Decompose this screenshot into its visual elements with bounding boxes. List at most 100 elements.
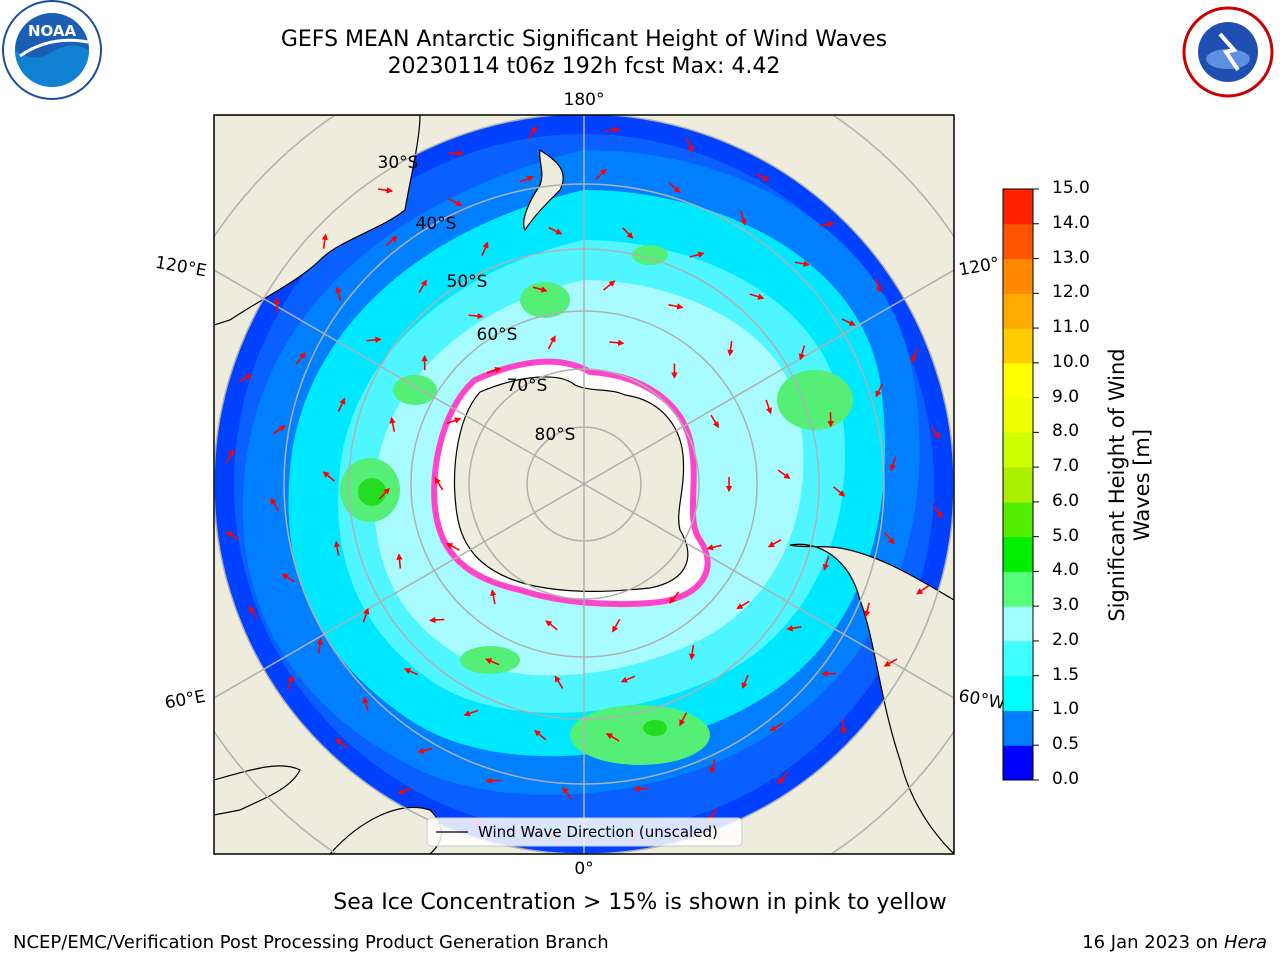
wave-direction-arrow xyxy=(911,348,919,363)
wave-direction-arrow xyxy=(403,668,419,676)
colorbar xyxy=(1002,188,1039,781)
colorbar-tick-label: 3.0 xyxy=(1052,595,1080,616)
wave-direction-arrow xyxy=(337,397,346,412)
wave-direction-arrow xyxy=(463,709,479,717)
colorbar-tick-label: 0.0 xyxy=(1052,769,1080,789)
wave-direction-arrow xyxy=(418,279,427,294)
colorbar-segment xyxy=(1003,467,1033,503)
wave-direction-arrow xyxy=(612,618,621,633)
wave-direction-arrow xyxy=(295,352,306,365)
lon-label-lower-left: 60°E xyxy=(163,687,207,714)
noaa-logo-text: NOAA xyxy=(28,22,77,40)
wave-direction-arrow xyxy=(389,416,396,432)
wave-direction-arrow xyxy=(281,573,295,583)
wave-direction-arrow xyxy=(709,758,716,774)
colorbar-segment xyxy=(1003,432,1033,468)
national-weather-service-logo xyxy=(1182,6,1274,98)
wave-direction-arrow xyxy=(273,297,281,313)
colorbar-tick-label: 10.0 xyxy=(1052,351,1090,372)
wave-direction-arrow xyxy=(238,374,253,383)
colorbar-tick-label: 0.5 xyxy=(1052,734,1080,755)
colorbar-segment xyxy=(1003,293,1033,329)
lon-label-upper-right: 120° xyxy=(957,254,1001,281)
lat-label: 80°S xyxy=(535,425,576,445)
wave-direction-arrow xyxy=(595,168,607,180)
wave-direction-arrow xyxy=(396,553,403,569)
wave-direction-arrow xyxy=(930,426,941,439)
wave-direction-arrow xyxy=(485,658,500,666)
wave-direction-arrow xyxy=(778,771,788,785)
colorbar-segment xyxy=(1003,606,1033,642)
lat-label: 40°S xyxy=(416,214,457,234)
wave-direction-arrow xyxy=(362,696,369,712)
wave-direction-arrow xyxy=(765,399,772,415)
footer-machine: Hera xyxy=(1223,932,1267,953)
wave-direction-arrow xyxy=(547,335,556,350)
wave-direction-arrow xyxy=(548,226,563,235)
colorbar-tick-label: 9.0 xyxy=(1052,386,1080,407)
colorbar-tick-label: 15.0 xyxy=(1052,178,1090,198)
sea-ice-note: Sea Ice Concentration > 15% is shown in … xyxy=(333,890,947,915)
colorbar-tick-label: 11.0 xyxy=(1052,317,1090,338)
wave-direction-arrow xyxy=(604,126,620,134)
wave-direction-arrow xyxy=(822,555,830,571)
colorbar-segment xyxy=(1003,258,1033,294)
wave-direction-arrow xyxy=(603,280,616,291)
colorbar-segment xyxy=(1003,362,1033,399)
wave-direction-arrow xyxy=(545,620,558,631)
wave-direction-arrow xyxy=(833,486,846,497)
graticule xyxy=(214,115,954,854)
wave-direction-arrow xyxy=(669,591,680,604)
wave-direction-arrow xyxy=(397,787,413,795)
wave-direction-arrow xyxy=(321,233,328,249)
legend-box xyxy=(426,817,743,847)
chart-subtitle: 20230114 t06z 192h fcst Max: 4.42 xyxy=(387,54,781,79)
colorbar-segment xyxy=(1003,223,1033,260)
wave-direction-arrow xyxy=(225,531,240,541)
wave-direction-arrow xyxy=(798,345,806,361)
wave-direction-arrow xyxy=(884,532,895,545)
wave-direction-arrow xyxy=(875,383,884,398)
wave-direction-arrow xyxy=(417,747,433,754)
wave-direction-arrow xyxy=(335,286,342,302)
map-frame xyxy=(213,114,955,855)
footer-left: NCEP/EMC/Verification Post Processing Pr… xyxy=(13,932,609,953)
wave-direction-arrow xyxy=(322,471,335,482)
wave-direction-arrow xyxy=(620,675,636,683)
wave-direction-arrow xyxy=(736,600,750,610)
wave-direction-arrow xyxy=(468,312,484,320)
wave-direction-arrow xyxy=(226,448,234,463)
colorbar-tick-label: 4.0 xyxy=(1052,560,1080,581)
wave-direction-arrow xyxy=(534,729,547,741)
wave-direction-arrow xyxy=(532,286,548,293)
lon-label-upper-left: 120°E xyxy=(154,253,208,282)
wave-direction-arrow xyxy=(741,674,749,690)
wave-direction-arrow xyxy=(272,425,286,435)
wave-direction-arrow xyxy=(366,336,382,343)
colorbar-frame xyxy=(1002,188,1034,781)
colorbar-segment xyxy=(1003,745,1033,781)
wave-direction-arrow xyxy=(446,542,460,551)
colorbar-tick-label: 1.5 xyxy=(1052,664,1080,685)
colorbar-segment xyxy=(1003,501,1033,538)
noaa-logo: NOAA xyxy=(2,0,102,100)
wave-direction-arrow xyxy=(916,585,930,595)
wave-direction-arrow xyxy=(668,182,681,193)
wave-direction-arrow xyxy=(490,589,497,605)
wave-direction-arrow xyxy=(889,456,897,472)
colorbar-tick-label: 2.0 xyxy=(1052,629,1080,650)
new-zealand-landmass xyxy=(523,149,564,232)
lat-label: 50°S xyxy=(447,272,488,292)
chart-title: GEFS MEAN Antarctic Significant Height o… xyxy=(280,27,888,52)
lat-label: 70°S xyxy=(507,376,548,396)
wave-direction-arrow xyxy=(794,260,810,267)
wave-direction-arrow xyxy=(622,227,634,239)
wave-direction-arrow xyxy=(385,235,398,247)
wave-direction-arrow xyxy=(749,293,765,300)
colorbar-segment xyxy=(1003,189,1033,225)
wave-direction-arrow xyxy=(448,198,463,206)
colorbar-tick-label: 5.0 xyxy=(1052,525,1080,546)
wave-direction-arrow xyxy=(316,637,324,654)
antarctica-landmass xyxy=(453,376,689,592)
